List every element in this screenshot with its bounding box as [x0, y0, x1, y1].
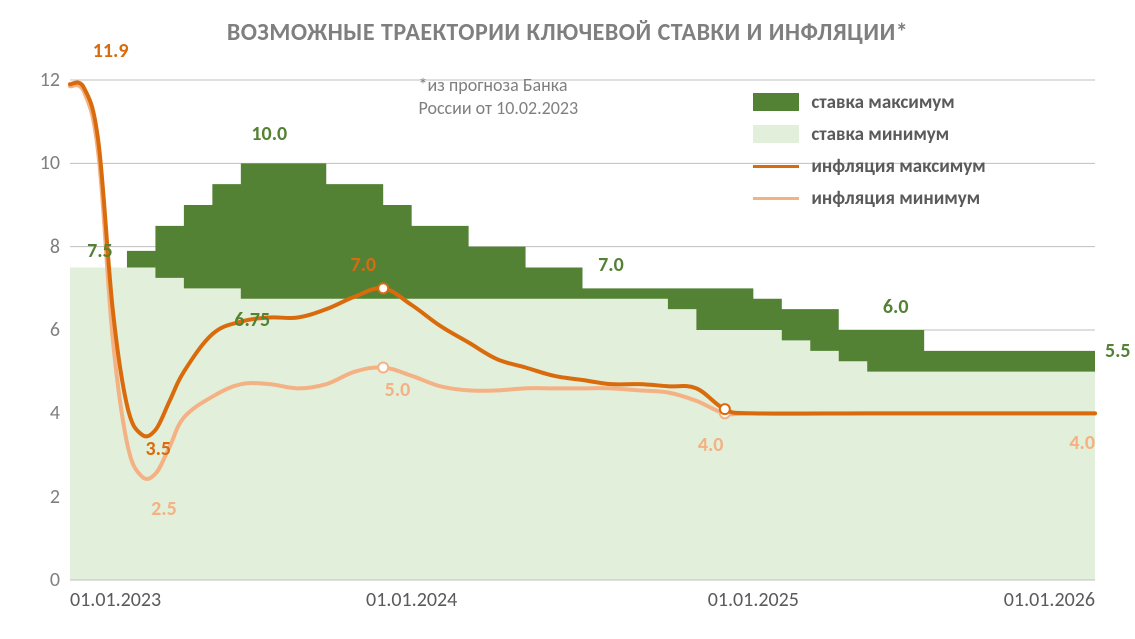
data-label: 6.0 [883, 295, 909, 319]
x-axis-tick-label: 01.01.2024 [366, 588, 457, 612]
chart-footnote: *из прогноза Банка России от 10.02.2023 [419, 74, 579, 119]
data-label: 7.0 [350, 253, 376, 277]
data-label: 3.5 [145, 437, 171, 461]
y-axis-tick-label: 2 [20, 485, 60, 509]
legend-item: инфляция минимум [753, 182, 985, 214]
y-axis-tick-label: 12 [20, 68, 60, 92]
data-label: 11.9 [93, 39, 129, 63]
y-axis-tick-label: 0 [20, 568, 60, 592]
rate-min-area [70, 268, 1095, 581]
legend-item: ставка минимум [753, 118, 985, 150]
data-label: 4.0 [1069, 431, 1095, 455]
data-label: 4.0 [698, 433, 724, 457]
legend-item: инфляция максимум [753, 150, 985, 182]
data-label: 10.0 [251, 122, 287, 146]
legend-label: ставка минимум [811, 123, 949, 146]
data-label: 7.0 [598, 253, 624, 277]
data-label: 5.5 [1105, 339, 1131, 363]
inflation-min-line-marker [378, 363, 388, 373]
legend-label: ставка максимум [811, 91, 954, 114]
data-label: 5.0 [385, 378, 411, 402]
legend-line-icon [753, 197, 799, 200]
chart-legend: ставка максимум ставка минимум инфляция ма… [753, 86, 985, 214]
legend-swatch [753, 125, 799, 143]
legend-label: инфляция минимум [811, 187, 980, 210]
y-axis-tick-label: 8 [20, 235, 60, 259]
data-label: 7.5 [87, 239, 113, 263]
legend-label: инфляция максимум [811, 155, 985, 178]
x-axis-tick-label: 01.01.2026 [1004, 588, 1095, 612]
y-axis-tick-label: 4 [20, 401, 60, 425]
legend-item: ставка максимум [753, 86, 985, 118]
inflation-max-line-marker [720, 404, 730, 414]
legend-swatch [753, 93, 799, 111]
data-label: 2.5 [151, 497, 177, 521]
data-label: 6.75 [234, 308, 270, 332]
x-axis-tick-label: 01.01.2023 [70, 588, 161, 612]
inflation-max-line-marker [378, 283, 388, 293]
legend-line-icon [753, 165, 799, 168]
rate-inflation-chart: ВОЗМОЖНЫЕ ТРАЕКТОРИИ КЛЮЧЕВОЙ СТАВКИ И И… [0, 0, 1135, 639]
y-axis-tick-label: 10 [20, 151, 60, 175]
y-axis-tick-label: 6 [20, 318, 60, 342]
x-axis-tick-label: 01.01.2025 [708, 588, 799, 612]
